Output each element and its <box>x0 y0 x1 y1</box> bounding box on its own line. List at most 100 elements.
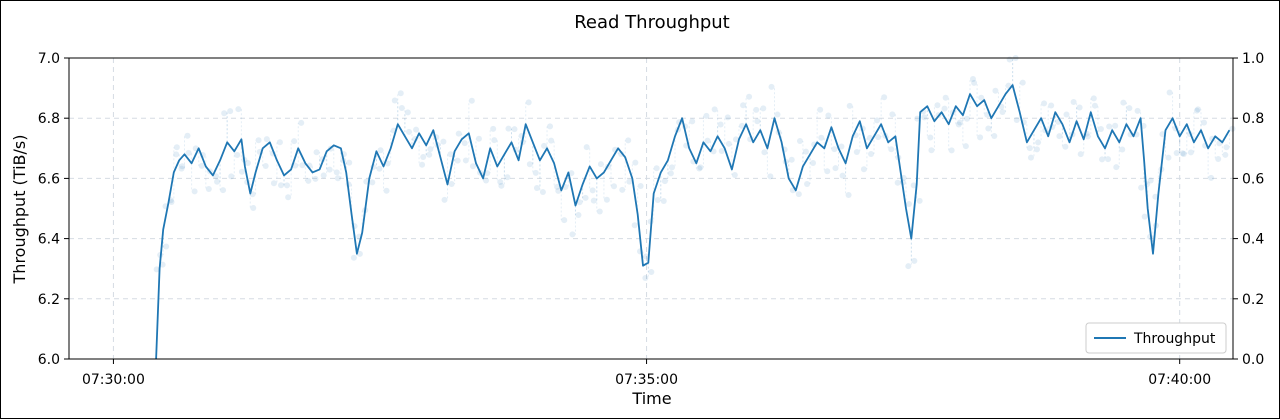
sample-point <box>220 187 227 194</box>
y-axis-left: 6.0 6.2 6.4 6.6 6.8 7.0 <box>38 51 69 368</box>
sample-point <box>717 121 724 128</box>
sample-point <box>632 159 639 166</box>
sample-point <box>648 268 655 275</box>
sample-point <box>768 83 775 90</box>
sample-point <box>397 90 404 97</box>
sample-point <box>1077 151 1084 158</box>
sample-point <box>881 94 888 101</box>
sample-point <box>1033 146 1040 153</box>
sample-point <box>1215 156 1222 163</box>
sample-point <box>462 157 469 164</box>
sample-point <box>468 97 475 104</box>
sample-point <box>356 250 363 257</box>
sample-point <box>1013 116 1020 123</box>
sample-point <box>985 125 992 132</box>
sample-point <box>398 104 405 111</box>
sample-point <box>555 187 562 194</box>
sample-point <box>921 114 928 121</box>
sample-point <box>583 144 590 151</box>
sample-point <box>1076 104 1083 111</box>
sample-point <box>948 147 955 154</box>
sample-point <box>740 102 747 109</box>
sample-point <box>631 222 638 229</box>
sample-point <box>1166 89 1173 96</box>
sample-point <box>724 114 731 121</box>
sample-point <box>589 187 596 194</box>
sample-point <box>668 164 675 171</box>
y-right-tick-label: 0.6 <box>1242 171 1264 187</box>
sample-point <box>278 182 285 189</box>
sample-point <box>661 178 668 185</box>
sample-point <box>576 199 583 206</box>
sample-point <box>227 108 234 115</box>
sample-point <box>383 187 390 194</box>
sample-point <box>732 136 739 143</box>
sample-point <box>1091 102 1098 109</box>
sample-point <box>539 189 546 196</box>
sample-point <box>753 106 760 113</box>
sample-point <box>312 175 319 182</box>
sample-point <box>235 106 242 113</box>
sample-point <box>597 161 604 168</box>
sample-point <box>377 147 384 154</box>
sample-point <box>1084 133 1091 140</box>
sample-point <box>654 197 661 204</box>
sample-point <box>413 126 420 133</box>
sample-point <box>419 161 426 168</box>
sample-point <box>971 79 978 86</box>
sample-point <box>1193 107 1200 114</box>
sample-point <box>704 137 711 144</box>
sample-point <box>874 117 881 124</box>
sample-point <box>992 87 999 94</box>
sample-point <box>350 254 357 261</box>
sample-point <box>1126 105 1133 112</box>
sample-point <box>526 161 533 168</box>
sample-point <box>839 172 846 179</box>
sample-point <box>746 93 753 100</box>
y-tick-label: 7.0 <box>38 51 60 67</box>
sample-point <box>262 163 269 170</box>
sample-point <box>603 196 610 203</box>
sample-point <box>910 182 917 189</box>
sample-point <box>788 156 795 163</box>
sample-point <box>942 94 949 101</box>
sample-point <box>299 162 306 169</box>
sample-point <box>284 182 291 189</box>
sample-point <box>767 173 774 180</box>
sample-point <box>1041 100 1048 107</box>
sample-point <box>250 204 257 211</box>
sample-point <box>1159 131 1166 138</box>
sample-point <box>244 160 251 167</box>
sample-point <box>1113 164 1120 171</box>
sample-point <box>1147 177 1154 184</box>
sample-point <box>1187 149 1194 156</box>
sample-point <box>962 143 969 150</box>
sample-point <box>916 197 923 204</box>
sample-point <box>625 137 632 144</box>
x-axis: 07:30:00 07:35:00 07:40:00 <box>82 359 1211 388</box>
sample-point <box>642 275 649 282</box>
sample-point <box>875 134 882 141</box>
sample-point <box>455 130 462 137</box>
x-tick-label: 07:40:00 <box>1148 372 1211 388</box>
sample-point <box>569 231 576 238</box>
sample-point <box>173 144 180 151</box>
sample-point <box>491 137 498 144</box>
sample-point <box>934 102 941 109</box>
sample-point <box>212 173 219 180</box>
sample-point <box>447 151 454 158</box>
y-tick-label: 6.8 <box>38 111 60 127</box>
sample-point <box>505 125 512 132</box>
sample-point <box>626 178 633 185</box>
sample-point <box>582 194 589 201</box>
sample-point <box>205 186 212 193</box>
sample-point <box>376 165 383 172</box>
x-tick-label: 07:30:00 <box>82 372 145 388</box>
sample-point <box>1090 95 1097 102</box>
sample-point <box>1070 98 1077 105</box>
sample-point <box>1223 144 1230 151</box>
sample-point <box>305 177 312 184</box>
sample-point <box>991 132 998 139</box>
sample-point <box>667 170 674 177</box>
chart-title: Read Throughput <box>574 12 730 33</box>
